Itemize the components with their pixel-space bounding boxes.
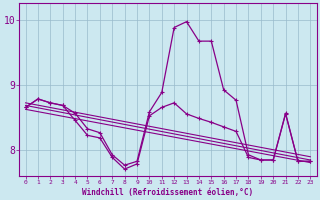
X-axis label: Windchill (Refroidissement éolien,°C): Windchill (Refroidissement éolien,°C) <box>82 188 253 197</box>
